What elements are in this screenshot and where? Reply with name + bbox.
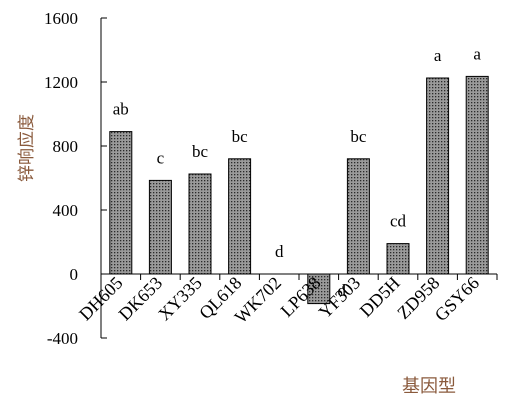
significance-label: bc [232,127,249,146]
significance-label: bc [192,142,209,161]
bars [109,75,489,305]
y-tick-label: 1200 [44,73,78,92]
significance-label: d [338,281,347,300]
bar [386,243,410,275]
significance-label: c [157,148,165,167]
significance-label: cd [390,212,407,231]
bar [307,273,331,305]
significance-label: d [275,242,284,261]
bar [109,131,133,275]
significance-label: bc [350,127,367,146]
bar [148,179,172,275]
y-tick-label: 0 [70,265,79,284]
x-axis-label: 基因型 [402,376,456,396]
y-tick-label: -400 [47,329,78,348]
axes: -400 0 400 800 1200 1600 [44,9,498,348]
y-axis-label: 锌响应度 [17,114,36,182]
category-label: DK653 [115,273,167,325]
bar [346,158,370,275]
y-tick-label: 400 [53,201,79,220]
category-label: GSY66 [431,273,483,325]
category-label: DD5H [356,273,404,321]
category-label: XY335 [154,273,206,325]
y-tick-label: 1600 [44,9,78,28]
bar [188,173,212,275]
bar [465,75,489,275]
y-tick-label: 800 [53,137,79,156]
significance-label: ab [113,100,129,119]
significance-label: a [434,46,442,65]
significance-label: a [473,44,481,63]
bar [426,77,450,275]
bar [228,158,252,275]
